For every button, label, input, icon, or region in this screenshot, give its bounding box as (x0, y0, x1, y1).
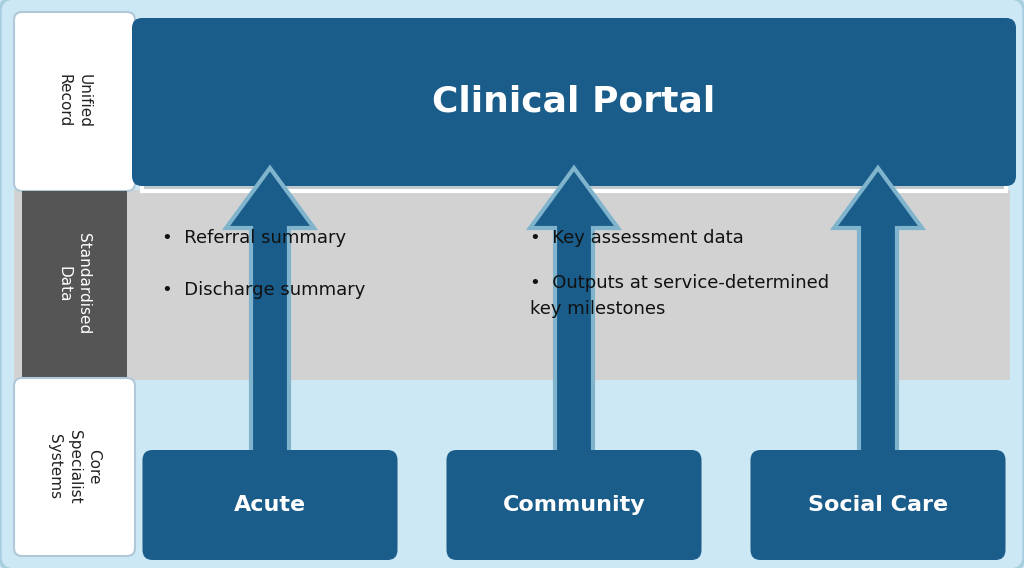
FancyBboxPatch shape (132, 18, 1016, 186)
Text: Community: Community (503, 495, 645, 515)
Polygon shape (530, 168, 618, 460)
Text: •  Outputs at service-determined
key milestones: • Outputs at service-determined key mile… (530, 274, 829, 318)
FancyBboxPatch shape (751, 450, 1006, 560)
Text: Standardised
Data: Standardised Data (56, 233, 91, 335)
Bar (130, 190, 1010, 380)
FancyBboxPatch shape (446, 450, 701, 560)
FancyBboxPatch shape (14, 378, 135, 556)
Text: •  Key assessment data: • Key assessment data (530, 229, 743, 247)
Text: •  Discharge summary: • Discharge summary (162, 281, 366, 299)
Text: Social Care: Social Care (808, 495, 948, 515)
Polygon shape (834, 168, 922, 460)
Text: Clinical Portal: Clinical Portal (432, 85, 716, 119)
Text: Core
Specialist
Systems: Core Specialist Systems (47, 430, 101, 504)
Text: Acute: Acute (233, 495, 306, 515)
FancyBboxPatch shape (142, 450, 397, 560)
Bar (14, 190, 130, 380)
Polygon shape (142, 158, 1006, 191)
FancyBboxPatch shape (14, 12, 135, 191)
Text: •  Referral summary: • Referral summary (162, 229, 346, 247)
Text: Unified
Record: Unified Record (56, 74, 91, 128)
Bar (22, 191, 127, 378)
Polygon shape (226, 168, 314, 460)
